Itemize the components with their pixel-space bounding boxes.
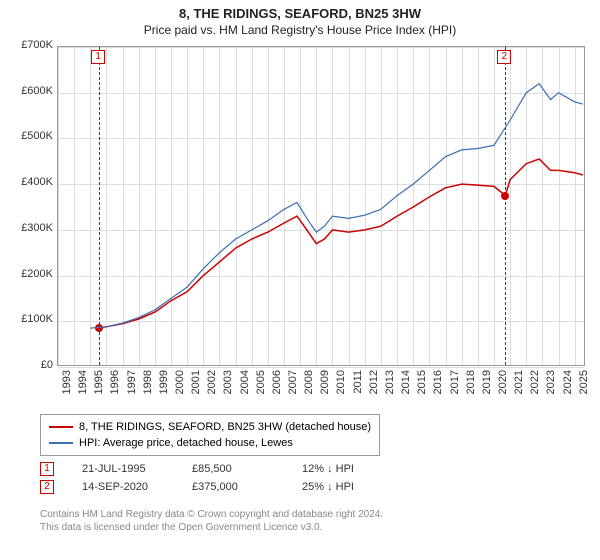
x-tick-label: 2019 xyxy=(481,370,493,410)
transaction-marker: 1 xyxy=(40,462,54,476)
y-tick-label: £700K xyxy=(3,39,53,51)
x-tick-label: 2023 xyxy=(545,370,557,410)
transaction-delta: 12% ↓ HPI xyxy=(302,463,412,475)
transaction-marker: 2 xyxy=(40,480,54,494)
chart-subtitle: Price paid vs. HM Land Registry's House … xyxy=(0,21,600,41)
transaction-price: £85,500 xyxy=(192,463,302,475)
x-tick-label: 2010 xyxy=(335,370,347,410)
y-tick-label: £200K xyxy=(3,268,53,280)
x-tick-label: 2020 xyxy=(497,370,509,410)
marker-box: 2 xyxy=(497,50,511,64)
x-tick-label: 2012 xyxy=(368,370,380,410)
transaction-row: 2 14-SEP-2020£375,00025% ↓ HPI xyxy=(40,478,412,496)
transaction-delta: 25% ↓ HPI xyxy=(302,481,412,493)
x-tick-label: 2003 xyxy=(222,370,234,410)
legend-row: HPI: Average price, detached house, Lewe… xyxy=(49,435,371,451)
x-tick-label: 2004 xyxy=(239,370,251,410)
legend-swatch xyxy=(49,426,73,428)
x-tick-label: 2009 xyxy=(319,370,331,410)
x-tick-label: 2006 xyxy=(271,370,283,410)
x-tick-label: 2002 xyxy=(206,370,218,410)
x-tick-label: 2022 xyxy=(529,370,541,410)
transaction-price: £375,000 xyxy=(192,481,302,493)
gridline-h xyxy=(58,367,584,368)
x-tick-label: 1994 xyxy=(77,370,89,410)
y-tick-label: £0 xyxy=(3,359,53,371)
legend: 8, THE RIDINGS, SEAFORD, BN25 3HW (detac… xyxy=(40,414,380,456)
legend-swatch xyxy=(49,442,73,444)
x-tick-label: 2011 xyxy=(352,370,364,410)
x-tick-label: 1999 xyxy=(158,370,170,410)
transaction-table: 1 21-JUL-1995£85,50012% ↓ HPI 2 14-SEP-2020… xyxy=(40,460,412,496)
x-tick-label: 2001 xyxy=(190,370,202,410)
footer-attribution: Contains HM Land Registry data © Crown c… xyxy=(40,508,580,534)
series-line xyxy=(99,159,583,328)
legend-label: 8, THE RIDINGS, SEAFORD, BN25 3HW (detac… xyxy=(79,421,371,433)
x-tick-label: 1996 xyxy=(109,370,121,410)
x-tick-label: 2025 xyxy=(578,370,590,410)
x-tick-label: 2021 xyxy=(513,370,525,410)
x-tick-label: 2005 xyxy=(255,370,267,410)
y-tick-label: £100K xyxy=(3,313,53,325)
x-tick-label: 1993 xyxy=(61,370,73,410)
x-tick-label: 2000 xyxy=(174,370,186,410)
y-tick-label: £500K xyxy=(3,130,53,142)
transaction-date: 14-SEP-2020 xyxy=(82,481,192,493)
x-tick-label: 2014 xyxy=(400,370,412,410)
x-tick-label: 2018 xyxy=(465,370,477,410)
x-tick-label: 1995 xyxy=(93,370,105,410)
x-tick-label: 2015 xyxy=(416,370,428,410)
chart-plot-area xyxy=(57,46,585,366)
marker-box: 1 xyxy=(91,50,105,64)
transaction-date: 21-JUL-1995 xyxy=(82,463,192,475)
legend-row: 8, THE RIDINGS, SEAFORD, BN25 3HW (detac… xyxy=(49,419,371,435)
x-tick-label: 2024 xyxy=(562,370,574,410)
x-tick-label: 1997 xyxy=(126,370,138,410)
x-tick-label: 2016 xyxy=(432,370,444,410)
footer-line1: Contains HM Land Registry data © Crown c… xyxy=(40,508,580,521)
y-tick-label: £300K xyxy=(3,222,53,234)
x-tick-label: 1998 xyxy=(142,370,154,410)
chart-svg xyxy=(58,47,586,367)
x-tick-label: 2007 xyxy=(287,370,299,410)
series-line xyxy=(90,84,583,329)
x-tick-label: 2013 xyxy=(384,370,396,410)
x-tick-label: 2008 xyxy=(303,370,315,410)
footer-line2: This data is licensed under the Open Gov… xyxy=(40,521,580,534)
x-tick-label: 2017 xyxy=(449,370,461,410)
y-tick-label: £600K xyxy=(3,85,53,97)
chart-title: 8, THE RIDINGS, SEAFORD, BN25 3HW xyxy=(0,0,600,21)
y-tick-label: £400K xyxy=(3,176,53,188)
transaction-row: 1 21-JUL-1995£85,50012% ↓ HPI xyxy=(40,460,412,478)
legend-label: HPI: Average price, detached house, Lewe… xyxy=(79,437,293,449)
